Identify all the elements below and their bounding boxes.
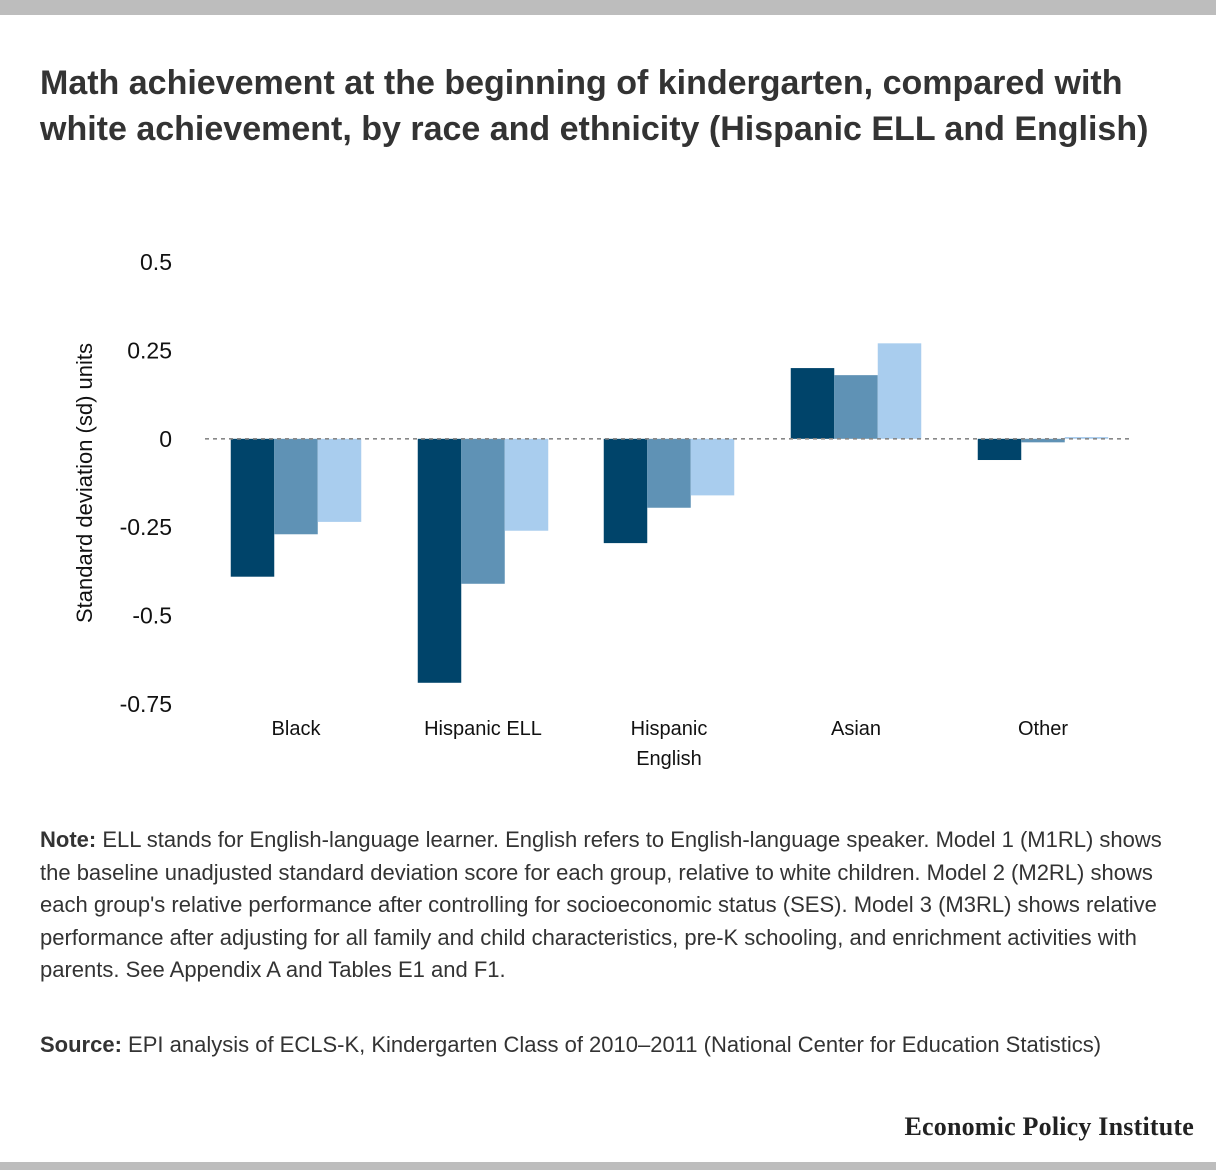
bar	[790, 368, 835, 439]
source-paragraph: Source: EPI analysis of ECLS-K, Kinderga…	[40, 1029, 1180, 1062]
bar	[417, 438, 462, 683]
x-category-label: Other	[1018, 718, 1068, 740]
y-tick-label: 0.25	[127, 337, 172, 363]
x-category-label: Asian	[831, 718, 881, 740]
y-axis-ticks: 0.5 0.25 0 -0.25 -0.5 -0.75	[120, 249, 172, 717]
bar-chart: 0.5 0.25 0 -0.25 -0.5 -0.75 Standard deviatio…	[72, 249, 1133, 770]
x-category-label: Hispanic English	[631, 718, 708, 770]
bar	[834, 375, 878, 439]
bar	[461, 438, 505, 584]
chart-title: Math achievement at the beginning of kin…	[40, 64, 1149, 148]
bar	[1064, 437, 1109, 439]
x-category-label: Black	[272, 718, 322, 740]
note-paragraph: Note: ELL stands for English-language le…	[40, 824, 1180, 987]
x-axis-category-labels: Black Hispanic ELL Hispanic English Asian Oth…	[272, 718, 1069, 770]
epi-brand-wordmark: Economic Policy Institute	[904, 1112, 1194, 1141]
note-label: Note:	[40, 827, 97, 852]
y-tick-label: 0.5	[140, 249, 172, 275]
y-tick-label: -0.5	[132, 603, 172, 629]
bar	[690, 438, 735, 496]
y-tick-label: -0.75	[120, 691, 172, 717]
y-tick-label: -0.25	[120, 514, 172, 540]
bar	[317, 438, 362, 522]
bar	[603, 438, 648, 544]
y-tick-label: 0	[159, 426, 172, 452]
bar	[504, 438, 549, 531]
bar	[977, 438, 1022, 461]
bar	[274, 438, 318, 535]
bars-group	[230, 343, 1109, 683]
note-text: ELL stands for English-language learner.…	[40, 827, 1162, 982]
top-border-bar	[0, 0, 1216, 15]
source-label: Source:	[40, 1032, 122, 1057]
x-category-label: Hispanic ELL	[424, 718, 542, 740]
bar	[230, 438, 275, 577]
bottom-border-bar	[0, 1162, 1216, 1170]
bar	[877, 343, 922, 439]
bar	[1021, 438, 1065, 443]
y-axis-label: Standard deviation (sd) units	[72, 343, 97, 623]
bar	[647, 438, 691, 508]
source-text: EPI analysis of ECLS-K, Kindergarten Cla…	[128, 1032, 1102, 1057]
